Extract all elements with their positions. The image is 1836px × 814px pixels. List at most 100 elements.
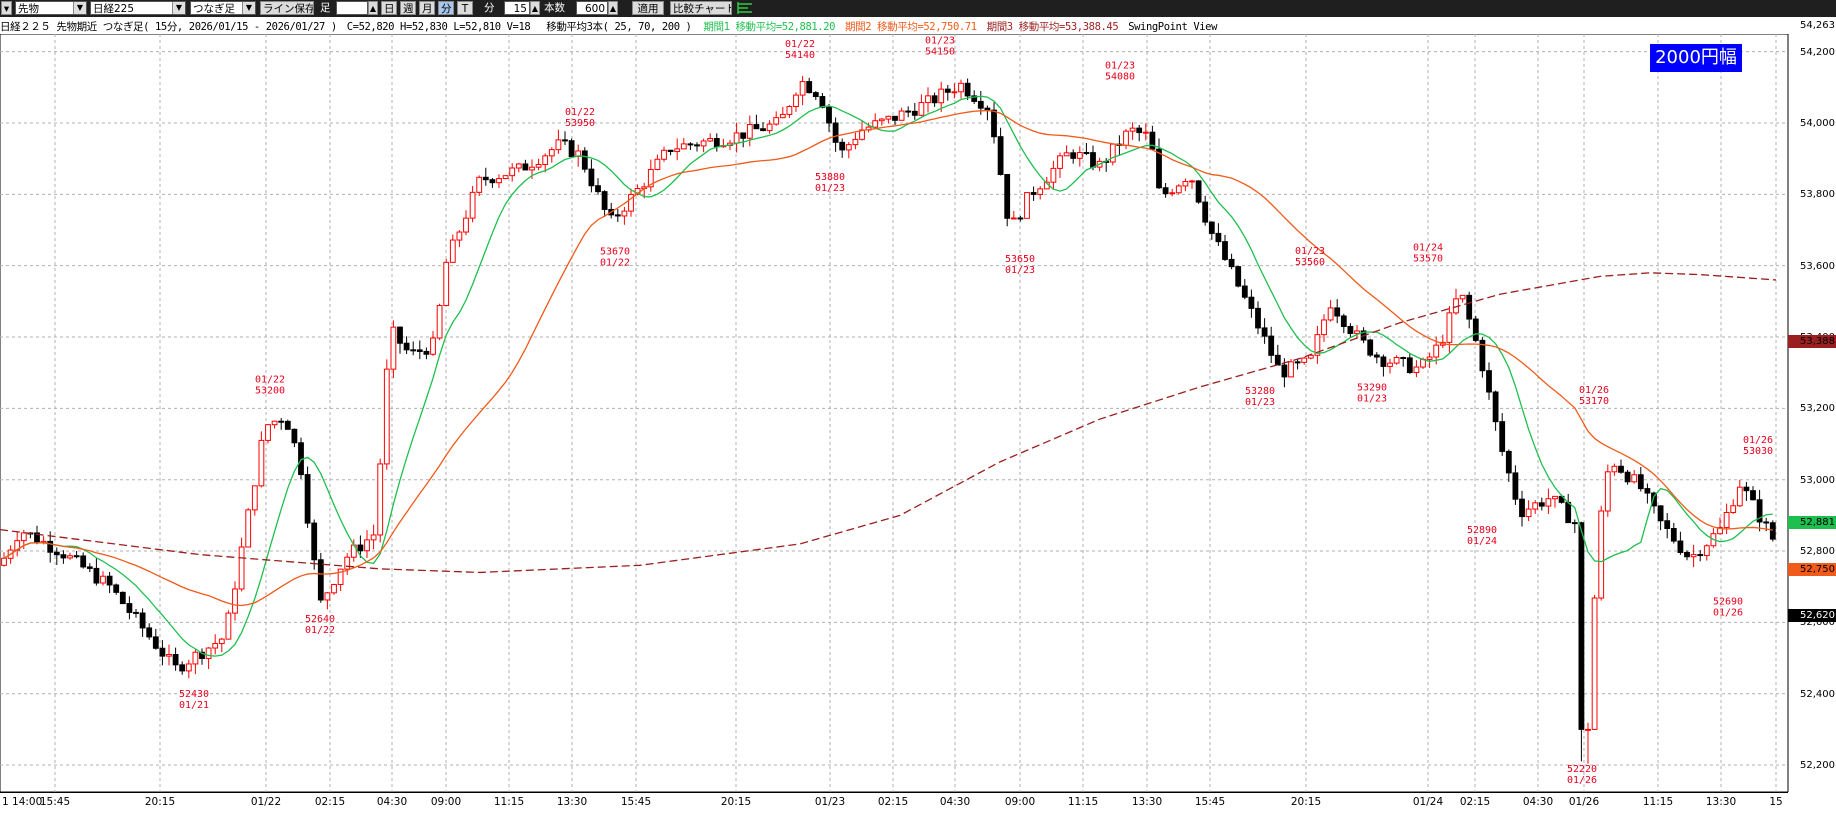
candle-body [812, 92, 819, 98]
candle [1228, 253, 1235, 270]
price-tick: 53,800 [1800, 189, 1835, 201]
candle-body [1175, 185, 1182, 194]
candle [898, 107, 905, 121]
indicator-icon[interactable] [736, 1, 754, 15]
candle-body [1684, 551, 1690, 558]
swing-price-label: 01/23 [1357, 393, 1387, 404]
time-tick: 09:00 [1004, 796, 1036, 808]
candle-body [951, 91, 958, 94]
candle [1288, 359, 1294, 378]
swing-price-label: 53950 [565, 118, 595, 129]
candle [806, 77, 813, 94]
candle-body [1268, 335, 1275, 356]
candle-body [1017, 217, 1024, 220]
candle [680, 138, 687, 150]
swing-price-label: 53570 [1413, 253, 1443, 264]
candle [1637, 466, 1644, 492]
period-button-tick[interactable]: T [457, 1, 473, 15]
candle-body [1565, 501, 1572, 524]
price-tick: 54,000 [1800, 118, 1835, 129]
candle-body [654, 158, 661, 170]
swing-date-label: 53880 [815, 172, 845, 183]
candle-body [542, 155, 549, 165]
candle-body [958, 82, 964, 93]
candle [1334, 299, 1341, 324]
candle-body [1373, 354, 1380, 358]
candle [1024, 192, 1030, 219]
menu-dropdown-icon[interactable]: ▾ [1, 1, 12, 15]
candle [1690, 544, 1697, 568]
candle-body [1024, 192, 1030, 219]
candle [674, 138, 681, 161]
candle-body [766, 123, 773, 132]
period-button-day[interactable]: 日 [381, 1, 397, 15]
candle [1545, 488, 1552, 514]
swing-price-label: 01/24 [1467, 536, 1497, 547]
chevron-down-icon[interactable]: ▼ [242, 2, 255, 14]
candle-body [614, 214, 621, 217]
candle-body [416, 349, 423, 352]
swing-price-label: 53030 [1743, 446, 1773, 457]
candle-body [905, 110, 912, 113]
minute-spin-icon[interactable]: ▲ [530, 1, 540, 15]
save-line-button[interactable]: ライン保存 [260, 1, 314, 15]
swing-price-label: 01/23 [815, 183, 845, 194]
minute-field[interactable]: 15 [504, 1, 530, 15]
period-button-week[interactable]: 週 [400, 1, 416, 15]
candle-body [86, 566, 93, 569]
candle-body [1129, 127, 1136, 132]
candle [166, 644, 172, 666]
candle [53, 547, 60, 565]
candle-body [1294, 361, 1301, 364]
swing-date-label: 01/23 [1105, 60, 1135, 71]
candle-body [60, 554, 67, 559]
time-tick: 13:30 [556, 796, 588, 808]
minute-label: 分 [484, 2, 495, 14]
period-button-minute[interactable]: 分 [438, 1, 454, 15]
candle-body [548, 149, 555, 157]
candle-body [489, 179, 496, 184]
candle [878, 117, 885, 126]
time-tick: 1 14:00 [2, 796, 43, 808]
bars-field[interactable]: 600 [576, 1, 608, 15]
index-select[interactable]: 日経225 ▼ [90, 1, 186, 15]
candle [331, 583, 337, 595]
candle-body [212, 643, 219, 649]
candle [377, 458, 384, 543]
ma2-legend: 期間2 移動平均=52,750.71 [845, 21, 977, 33]
candle [793, 92, 799, 112]
chevron-down-icon[interactable]: ▼ [73, 2, 86, 14]
candle-body [1123, 130, 1129, 146]
apply-button[interactable]: 適用 [632, 1, 664, 15]
period-button-month[interactable]: 月 [419, 1, 435, 15]
candle-body [291, 428, 298, 444]
plot-area [0, 34, 1789, 792]
chevron-down-icon[interactable]: ▼ [172, 2, 185, 14]
price-tick: 53,000 [1800, 474, 1835, 486]
ashi-spin-icon[interactable]: ▲ [368, 1, 378, 15]
candle-body [1228, 258, 1235, 268]
candle [469, 185, 476, 223]
swing-price-label: 01/22 [305, 625, 335, 636]
candle-body [430, 337, 436, 355]
compare-chart-button[interactable]: 比較チャート [670, 1, 732, 15]
candle-body [476, 176, 483, 193]
candle [1129, 122, 1136, 140]
candle-body [456, 231, 463, 241]
candle-body [892, 115, 898, 121]
instrument-type-select[interactable]: 先物 ▼ [15, 1, 87, 15]
bars-spin-icon[interactable]: ▲ [608, 1, 618, 15]
ashi-field[interactable] [336, 1, 368, 15]
candle [1499, 413, 1506, 456]
candle [1400, 356, 1407, 367]
candlestick-chart[interactable]: 5243001/2101/22532005264001/2201/2253950… [0, 34, 1836, 792]
candle [502, 175, 509, 180]
time-tick: 20:15 [720, 796, 752, 808]
candle-body [172, 653, 179, 666]
candle [463, 210, 469, 236]
time-tick: 09:00 [430, 796, 462, 808]
candle-body [1202, 201, 1209, 223]
candle [1321, 314, 1327, 342]
candle-body [311, 522, 318, 561]
continuity-select[interactable]: つなぎ足 ▼ [190, 1, 256, 15]
